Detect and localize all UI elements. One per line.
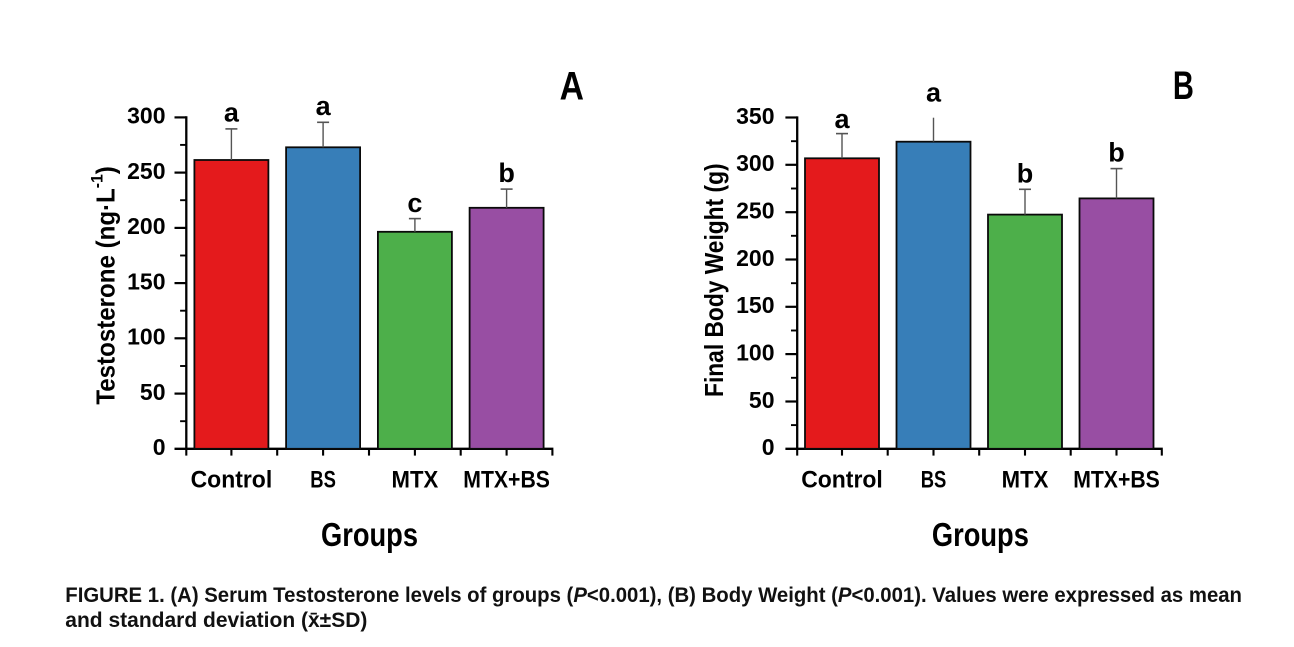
svg-text:MTX+BS: MTX+BS (1073, 467, 1160, 494)
svg-text:Groups: Groups (932, 516, 1029, 553)
svg-text:MTX: MTX (1002, 467, 1049, 494)
svg-text:50: 50 (140, 379, 166, 405)
svg-text:Testosterone (ng·L-1): Testosterone (ng·L-1) (88, 166, 121, 405)
svg-text:FIGURE 1. (A) Serum Testostero: FIGURE 1. (A) Serum Testosterone levels … (65, 584, 1242, 607)
svg-text:MTX+BS: MTX+BS (463, 467, 550, 494)
svg-text:a: a (834, 104, 850, 134)
svg-text:BS: BS (310, 467, 336, 494)
svg-text:300: 300 (736, 150, 774, 176)
svg-text:150: 150 (736, 292, 774, 318)
svg-text:Final Body Weight (g): Final Body Weight (g) (699, 163, 729, 397)
svg-text:Control: Control (801, 467, 883, 494)
svg-text:BS: BS (921, 467, 947, 494)
svg-text:100: 100 (127, 324, 165, 350)
svg-text:150: 150 (127, 268, 165, 294)
svg-text:and standard deviation (x̄±SD): and standard deviation (x̄±SD) (65, 609, 367, 632)
svg-text:b: b (1017, 158, 1034, 188)
svg-text:350: 350 (736, 103, 774, 129)
svg-text:Groups: Groups (321, 516, 418, 553)
svg-text:b: b (498, 158, 515, 188)
svg-text:50: 50 (749, 387, 775, 413)
svg-text:200: 200 (736, 245, 774, 271)
svg-text:b: b (1108, 138, 1125, 168)
svg-text:A: A (560, 64, 584, 108)
svg-text:Control: Control (191, 467, 273, 494)
svg-text:c: c (407, 188, 422, 218)
svg-text:MTX: MTX (392, 467, 439, 494)
svg-text:a: a (926, 77, 942, 107)
svg-text:250: 250 (127, 158, 165, 184)
svg-text:a: a (224, 98, 240, 128)
svg-text:200: 200 (127, 213, 165, 239)
svg-text:100: 100 (736, 339, 774, 365)
svg-text:0: 0 (153, 434, 166, 460)
svg-text:B: B (1173, 64, 1194, 108)
svg-text:0: 0 (762, 434, 775, 460)
svg-text:300: 300 (127, 103, 165, 129)
svg-text:a: a (316, 91, 332, 121)
svg-text:250: 250 (736, 198, 774, 224)
